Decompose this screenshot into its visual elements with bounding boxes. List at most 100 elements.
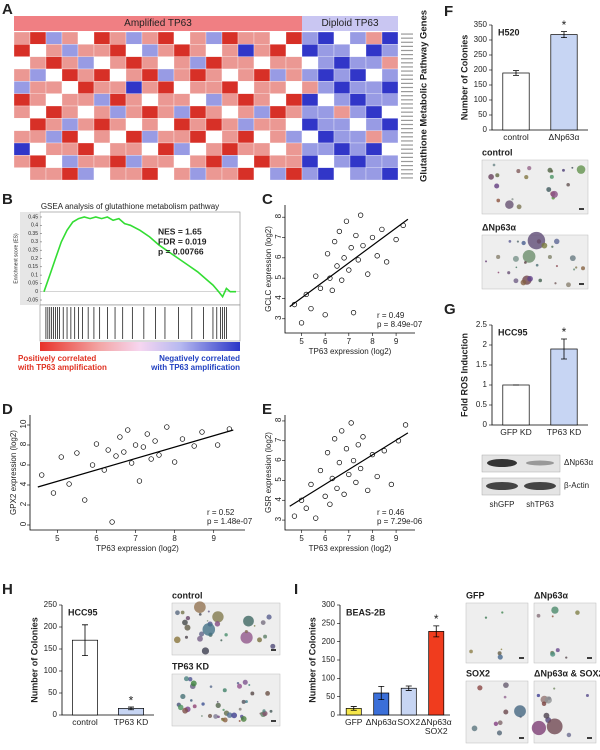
colony — [260, 620, 266, 625]
heat-cell — [285, 93, 303, 107]
heat-cell — [253, 93, 271, 107]
error-bar — [513, 70, 519, 76]
point — [379, 226, 385, 233]
colony — [535, 263, 539, 267]
heat-cell — [109, 142, 127, 156]
label-box: ΔNp63α SOX2 — [421, 718, 452, 736]
error-bar — [128, 706, 134, 711]
y-tick-label: 3 — [274, 315, 283, 320]
point — [308, 305, 314, 312]
point — [374, 473, 380, 480]
colony — [522, 249, 536, 263]
heat-cell — [189, 81, 207, 94]
y-tick-label: 5 — [274, 477, 283, 482]
heat-cell — [109, 105, 127, 119]
heat-cell — [125, 56, 143, 70]
heat-cell — [125, 167, 143, 181]
colony — [536, 239, 542, 244]
point — [374, 253, 380, 259]
heat-cell — [349, 68, 367, 82]
point — [353, 479, 359, 486]
axes — [284, 415, 415, 531]
heat-cell — [333, 130, 351, 144]
point — [82, 497, 88, 503]
colony — [241, 699, 246, 704]
colony — [185, 616, 191, 621]
point — [357, 465, 364, 472]
colony — [527, 275, 533, 282]
colony — [237, 683, 243, 689]
point — [58, 454, 64, 460]
x-tick-label: 7 — [347, 534, 352, 543]
x-tick-label: 9 — [394, 534, 399, 543]
heat-cell — [381, 130, 399, 144]
colony — [224, 633, 228, 637]
heat-cell — [61, 68, 79, 82]
colony — [520, 279, 527, 286]
colony — [503, 695, 507, 699]
heat-cell — [221, 68, 239, 82]
point — [148, 456, 154, 462]
heat-cell — [125, 44, 143, 57]
point — [402, 422, 409, 428]
heat-cell — [253, 105, 271, 119]
colony — [469, 649, 473, 654]
heat-cell — [269, 118, 287, 131]
colony — [494, 183, 500, 189]
heat-cell — [285, 56, 303, 70]
heat-cell — [349, 93, 367, 107]
heat-cell — [333, 81, 351, 94]
colony — [505, 200, 514, 209]
axis-title: Number of Colonies — [29, 617, 39, 703]
heat-cell — [77, 142, 95, 156]
y-tick-label: 50 — [48, 688, 57, 697]
heat-cell — [317, 44, 335, 57]
y-tick-label: 2 — [483, 340, 488, 349]
colony — [184, 635, 189, 639]
heat-cell — [141, 68, 159, 82]
heat-cell — [269, 68, 287, 82]
colony — [512, 255, 519, 262]
label-box: control — [72, 718, 98, 727]
point — [191, 443, 197, 449]
colony — [202, 623, 216, 636]
colony — [207, 713, 213, 719]
x-tick-label: 7 — [347, 337, 352, 346]
heat-cell — [237, 167, 255, 181]
heat-cell — [189, 130, 207, 144]
heat-cell — [285, 142, 303, 156]
heat-cell — [13, 31, 31, 45]
heat-cell — [301, 93, 319, 107]
heat-cell — [333, 44, 351, 57]
fit-line — [37, 429, 234, 488]
colony — [206, 620, 209, 622]
colony — [263, 634, 268, 639]
heat-cell — [13, 130, 31, 144]
image-label: TP63 KD — [172, 661, 210, 671]
colony — [531, 720, 547, 736]
heat-cell — [285, 167, 303, 181]
colony — [566, 282, 571, 288]
heat-cell — [221, 155, 239, 168]
point — [303, 291, 309, 298]
y-tick-label: 200 — [322, 637, 336, 646]
heat-cell — [61, 167, 79, 181]
blot-label: β-Actin — [564, 481, 589, 490]
heat-cell — [253, 31, 271, 45]
heat-cell — [29, 105, 47, 119]
colony — [496, 254, 501, 259]
heat-cell — [333, 118, 351, 131]
colony — [524, 261, 527, 264]
heat-cell — [157, 81, 175, 94]
panel-letter: A — [2, 1, 13, 18]
colony — [521, 240, 526, 246]
point — [350, 310, 357, 316]
heat-cell — [125, 68, 143, 82]
y-tick-label: 2.5 — [476, 320, 488, 329]
heat-cell — [77, 44, 95, 57]
heat-cell — [93, 118, 111, 131]
point — [350, 457, 357, 464]
significance: * — [562, 18, 567, 32]
heat-cell — [349, 167, 367, 181]
heat-cell — [93, 105, 111, 119]
